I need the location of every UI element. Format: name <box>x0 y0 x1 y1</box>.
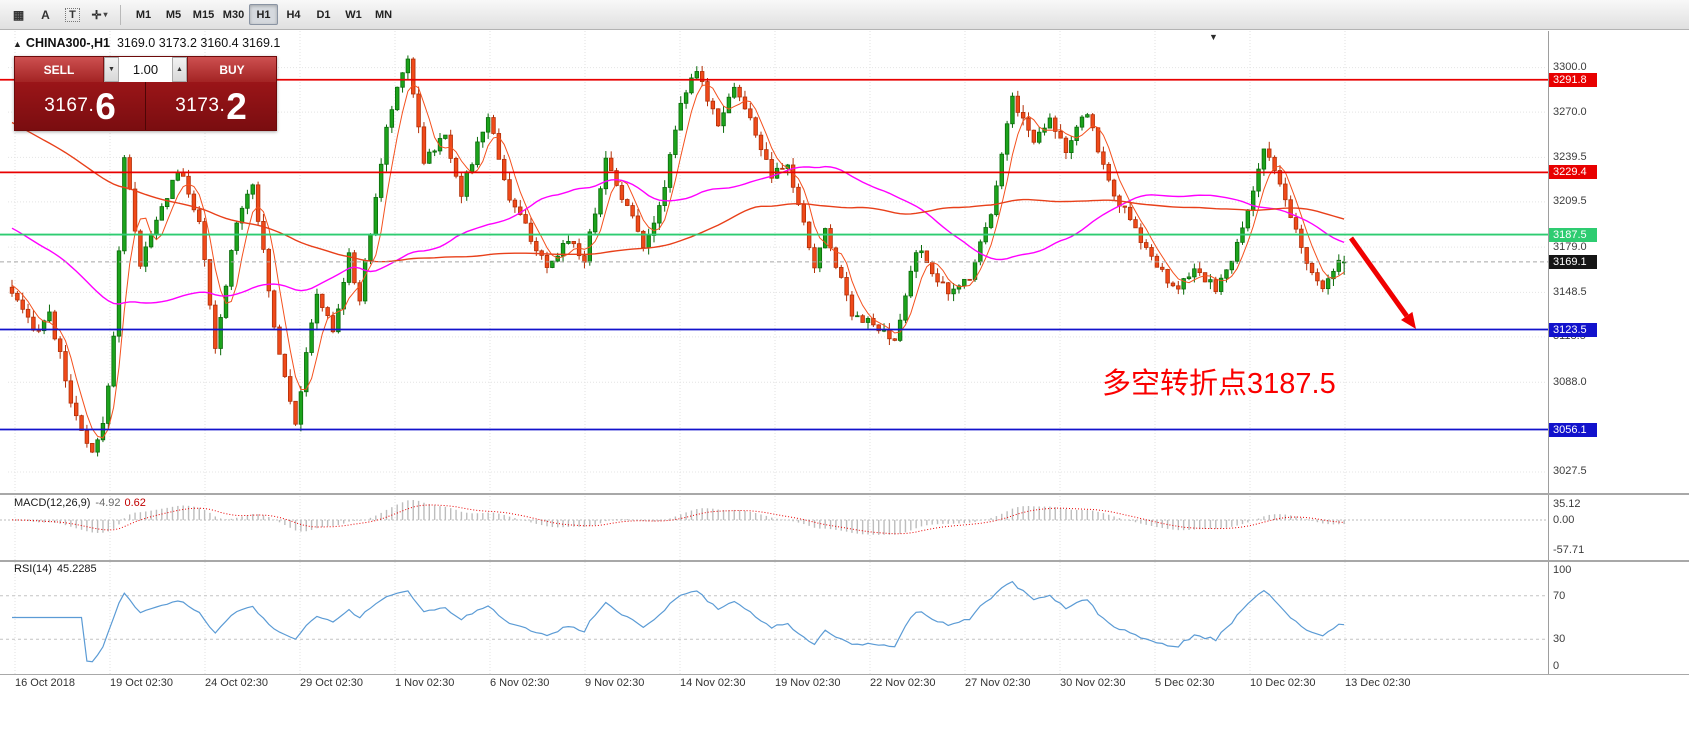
macd-layer <box>0 500 1548 535</box>
macd-name: MACD(12,26,9) <box>14 497 91 509</box>
timeframe-H1[interactable]: H1 <box>249 4 278 25</box>
timeframe-group: M1 M5 M15 M30 H1 H4 D1 W1 MN <box>129 4 399 25</box>
volume-control: ▼ ▲ <box>103 57 188 82</box>
collapse-trade-panel-icon[interactable]: ▲ <box>13 39 22 49</box>
drawing-tools-group: ▦ A T ✛ ▾ <box>6 3 112 26</box>
bid-ask-display: 3167. 6 3173. 2 <box>15 82 276 130</box>
volume-down-button[interactable]: ▼ <box>104 57 119 82</box>
ask-price-big-digit: 2 <box>226 85 247 127</box>
symbol-period-label: CHINA300-,H1 <box>25 36 110 50</box>
level-lines-layer <box>0 78 1548 431</box>
toolbar-separator <box>120 4 121 25</box>
bid-price[interactable]: 3167. 6 <box>15 82 145 130</box>
one-click-trading-panel: SELL ▼ ▲ BUY 3167.6 3173.2 <box>14 56 277 131</box>
timeframe-MN[interactable]: MN <box>369 4 398 25</box>
grid-tool-icon[interactable]: ▦ <box>6 3 31 26</box>
timeframe-M30[interactable]: M30 <box>219 4 248 25</box>
ask-price-main: 3173. <box>175 95 226 116</box>
macd-signal-value: 0.62 <box>124 497 146 509</box>
ask-price[interactable]: 3173. 2 <box>146 82 276 130</box>
timeframe-H4[interactable]: H4 <box>279 4 308 25</box>
volume-up-button[interactable]: ▲ <box>172 57 187 82</box>
timeframe-M1[interactable]: M1 <box>129 4 158 25</box>
macd-main-value: -4.92 <box>95 497 121 509</box>
ohlc-values-label: 3169.0 3173.2 3160.4 3169.1 <box>116 36 281 50</box>
time-axis-border <box>0 674 1689 675</box>
rsi-name: RSI(14) <box>14 563 52 575</box>
macd-indicator-label: MACD(12,26,9) -4.92 0.62 <box>14 497 146 509</box>
bid-price-main: 3167. <box>44 95 95 116</box>
annotation-text: 多空转折点3187.5 <box>1102 368 1336 400</box>
timeframe-D1[interactable]: D1 <box>309 4 338 25</box>
crosshair-tool-icon[interactable]: ✛ ▾ <box>87 3 112 26</box>
timeframe-M5[interactable]: M5 <box>159 4 188 25</box>
volume-input[interactable] <box>119 57 172 82</box>
moving-averages-layer <box>11 83 1345 439</box>
buy-button[interactable]: BUY <box>188 57 276 82</box>
panel-splitter[interactable] <box>0 560 1689 562</box>
label-tool-icon[interactable]: A <box>33 3 58 26</box>
grid-layer <box>8 31 1546 674</box>
chart-shift-marker-icon[interactable]: ▼ <box>1209 32 1218 42</box>
bid-price-big-digit: 6 <box>95 85 116 127</box>
rsi-indicator-label: RSI(14) 45.2285 <box>14 563 97 575</box>
rsi-value: 45.2285 <box>56 563 97 575</box>
price-divider <box>145 82 146 130</box>
chart-title: ▲ CHINA300-,H1 3169.0 3173.2 3160.4 3169.1 <box>13 36 280 50</box>
trade-controls-row: SELL ▼ ▲ BUY <box>15 57 276 82</box>
timeframe-W1[interactable]: W1 <box>339 4 368 25</box>
price-axis-border <box>1548 31 1549 674</box>
panel-splitter[interactable] <box>0 493 1689 495</box>
trend-arrow[interactable] <box>1348 236 1416 329</box>
sell-button[interactable]: SELL <box>15 57 103 82</box>
toolbar: ▦ A T ✛ ▾ M1 M5 M15 M30 H1 H4 D1 W1 MN <box>0 0 1689 30</box>
timeframe-M15[interactable]: M15 <box>189 4 218 25</box>
text-tool-icon[interactable]: T <box>60 3 85 26</box>
rsi-layer <box>0 580 1548 663</box>
